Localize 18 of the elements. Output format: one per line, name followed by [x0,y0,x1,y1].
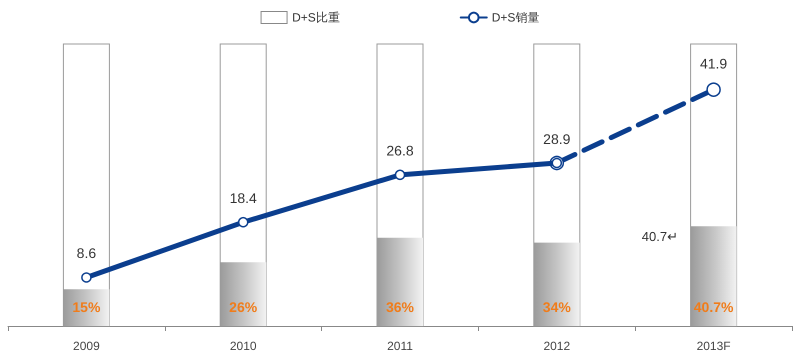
data-label: 41.9 [700,55,728,72]
data-label: 28.9 [543,130,571,147]
data-label: 34% [542,299,572,315]
data-label: 8.6 [76,245,96,262]
data-label: 26% [229,299,258,315]
data-label: 15% [72,299,101,315]
data-label: 40.7% [694,299,734,315]
x-tick-label: 2013F [696,339,731,353]
x-tick-label: 2011 [387,339,414,353]
annotation: 40.7↵ [642,229,678,244]
data-label: 26.8 [386,142,414,159]
data-label: 36% [386,299,415,315]
legend-label: D+S比重 [292,10,340,24]
legend-label: D+S销量 [492,10,540,24]
x-tick-label: 2012 [543,339,570,353]
x-tick-label: 2009 [73,339,100,353]
x-tick-label: 2010 [230,339,257,353]
data-label: 18.4 [230,190,258,206]
